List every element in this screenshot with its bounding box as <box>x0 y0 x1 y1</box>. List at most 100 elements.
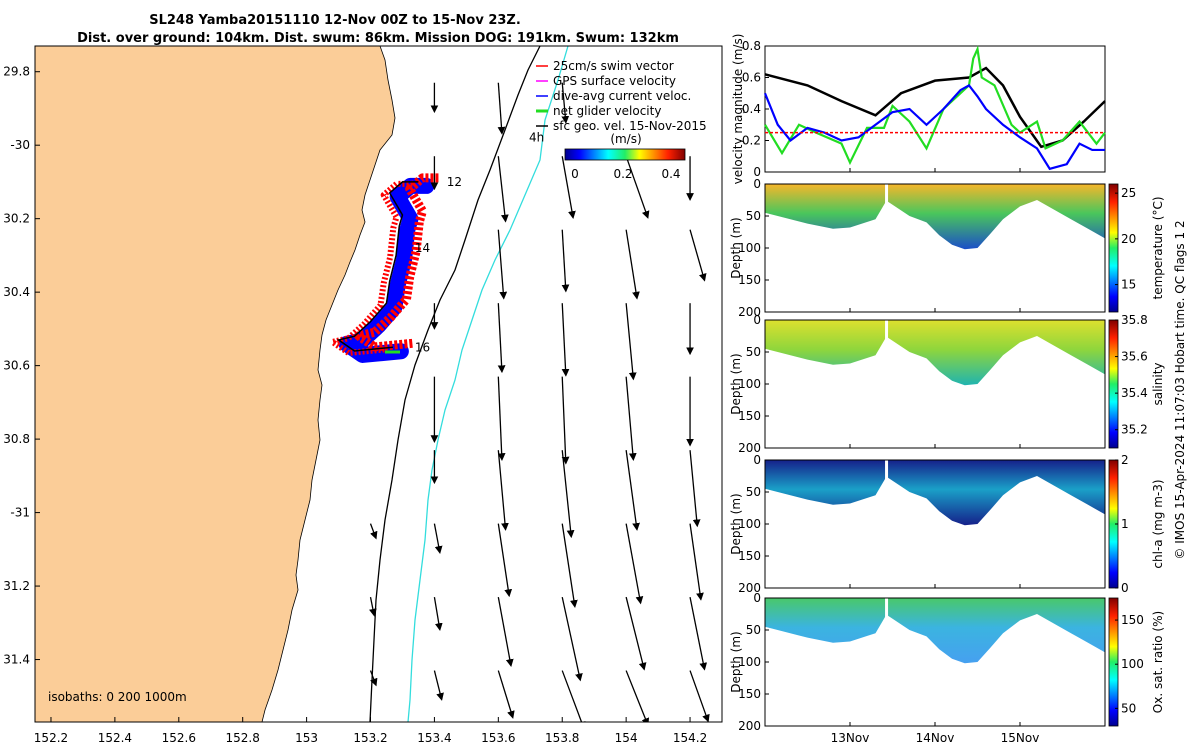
credit-text: © IMOS 15-Apr-2024 11:07:03 Hobart time.… <box>1173 220 1187 559</box>
land-mass <box>35 46 396 722</box>
swim-vector-ribbon-west <box>329 180 413 356</box>
geo-velocity-arrow <box>497 303 506 374</box>
track-day-label: 14 <box>415 241 430 255</box>
section-field <box>765 598 1105 664</box>
section-panel-temperature: 0 50 100 150 200 Depth (m) 15 20 25 temperature (… <box>729 177 1165 319</box>
depth-tick-label: 100 <box>738 377 761 391</box>
map-x-tick-label: 153.6 <box>481 731 515 745</box>
time-tick-label: 14Nov <box>916 731 955 745</box>
geo-velocity-arrow <box>561 229 570 293</box>
geo-velocity-arrow <box>625 376 637 462</box>
depth-tick-label: 150 <box>738 273 761 287</box>
geo-velocity-arrow <box>497 376 506 462</box>
isobath-200m <box>369 46 541 722</box>
map-x-tick-label: 152.2 <box>34 731 68 745</box>
geo-velocity-vectors <box>369 82 710 722</box>
colorbar-tick-label: 2 <box>1121 453 1129 467</box>
geo-velocity-arrow <box>561 82 570 124</box>
depth-axis-label: Depth (m) <box>729 217 743 278</box>
map-x-tick-label: 153 <box>295 731 318 745</box>
swim-vector-ribbon <box>354 173 439 352</box>
depth-tick-label: 0 <box>753 177 761 191</box>
velocity-y-tick: 0 <box>753 165 761 179</box>
depth-tick-label: 150 <box>738 549 761 563</box>
depth-tick-label: 50 <box>746 623 761 637</box>
depth-tick-label: 200 <box>738 305 761 319</box>
geo-velocity-arrow <box>689 670 710 722</box>
depth-tick-label: 0 <box>753 453 761 467</box>
map-x-tick-label: 153.2 <box>353 731 387 745</box>
legend-label: dive-avg current veloc. <box>553 89 691 103</box>
depth-tick-label: 50 <box>746 485 761 499</box>
geo-velocity-arrow <box>497 156 509 223</box>
speed-colorbar-tick: 0.2 <box>613 167 632 181</box>
map-axes-box <box>34 45 723 723</box>
map-panel: 12 14 16 152.2 152.4 152.6 152.8 153 153.2 153.4 1… <box>3 45 723 745</box>
velocity-y-tick: 0.4 <box>742 102 761 116</box>
geo-velocity-arrow <box>625 450 640 531</box>
speed-colorbar-label: (m/s) <box>610 132 641 146</box>
depth-tick-label: 50 <box>746 345 761 359</box>
map-y-tick-label: 30.2 <box>3 212 30 226</box>
geo-velocity-arrow <box>625 156 650 219</box>
speed-colorbar-tick: 0.4 <box>661 167 680 181</box>
geo-velocity-arrow <box>497 670 515 719</box>
colorbar-tick-label: 1 <box>1121 517 1129 531</box>
map-y-tick-label: 30.4 <box>3 285 30 299</box>
colorbar-tick-label: 0 <box>1121 581 1129 595</box>
section-panel-chl-a: 0 50 100 150 200 Depth (m) 0 1 2 chl-a (mg m-3) <box>729 453 1165 595</box>
geo-velocity-arrow <box>561 303 570 377</box>
velocity-y-tick: 0.8 <box>742 39 761 53</box>
colorbar-tick-label: 35.2 <box>1121 423 1148 437</box>
geo-velocity-arrow <box>689 450 701 528</box>
depth-tick-label: 200 <box>738 581 761 595</box>
legend-label: 25cm/s swim vector <box>553 59 674 73</box>
geo-velocity-arrow <box>497 229 508 300</box>
colorbar-label: temperature (°C) <box>1151 197 1165 300</box>
legend-label: GPS surface velocity <box>553 74 676 88</box>
colorbar-tick-label: 15 <box>1121 278 1136 292</box>
geo-velocity-arrow <box>625 303 637 381</box>
colorbar-tick-label: 35.4 <box>1121 386 1148 400</box>
section-field <box>765 184 1105 250</box>
geo-velocity-arrow <box>433 523 443 554</box>
velocity-series-line <box>764 45 1106 166</box>
map-x-tick-label: 152.6 <box>162 731 196 745</box>
track-day-label: 16 <box>415 340 430 354</box>
colorbar-tick-label: 20 <box>1121 232 1136 246</box>
glider-track <box>329 173 439 363</box>
isobath-note: isobaths: 0 200 1000m <box>48 690 187 704</box>
geo-velocity-arrow <box>561 376 570 465</box>
map-y-tick-label: 31.2 <box>3 579 30 593</box>
geo-velocity-arrow <box>433 670 444 701</box>
map-x-tick-label: 154 <box>615 731 638 745</box>
section-colorbar <box>1108 319 1119 449</box>
geo-velocity-arrow <box>689 596 708 671</box>
depth-tick-label: 200 <box>738 441 761 455</box>
depth-tick-label: 100 <box>738 241 761 255</box>
geo-velocity-arrow <box>561 596 583 682</box>
colorbar-label: chl-a (mg m-3) <box>1151 479 1165 568</box>
depth-tick-label: 100 <box>738 655 761 669</box>
title-line1: SL248 Yamba20151110 12-Nov 00Z to 15-Nov… <box>149 13 521 28</box>
geo-velocity-arrow <box>497 596 514 668</box>
map-y-tick-label: 31.4 <box>3 653 30 667</box>
section-panel-salinity: 0 50 100 150 200 Depth (m) 35.2 35.4 35.6 35.8 sal… <box>729 313 1165 455</box>
geo-velocity-arrow <box>369 596 377 617</box>
depth-tick-label: 0 <box>753 591 761 605</box>
title-line2: Dist. over ground: 104km. Dist. swum: 86… <box>77 31 679 46</box>
section-colorbar <box>1108 183 1119 313</box>
velocity-y-label: velocity magnitude (m/s) <box>731 34 745 185</box>
time-marker-label: 4h <box>529 131 544 145</box>
section-field <box>765 460 1105 526</box>
geo-velocity-arrow <box>625 229 640 300</box>
geo-velocity-arrow <box>497 450 509 531</box>
geo-velocity-arrow <box>497 82 506 135</box>
geo-velocity-arrow <box>369 670 378 687</box>
section-field <box>765 320 1105 386</box>
map-y-tick-label: -30 <box>10 138 30 152</box>
depth-axis-label: Depth (m) <box>729 493 743 554</box>
